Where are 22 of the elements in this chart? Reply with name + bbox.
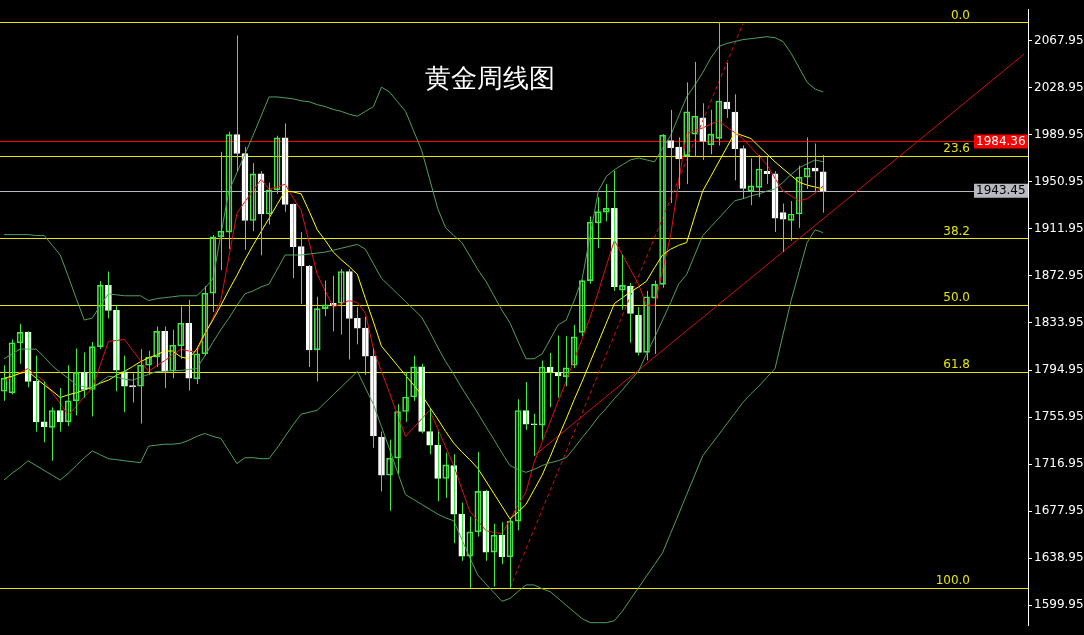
- ref-line-label: 1984.36: [976, 133, 1026, 148]
- y-tick-label: 1677.95: [1034, 503, 1084, 518]
- y-tick-label: 1872.95: [1034, 268, 1084, 283]
- y-tick-label: 1599.95: [1034, 597, 1084, 612]
- y-tick-label: 2067.95: [1034, 32, 1084, 47]
- annotation: 100.0: [935, 572, 970, 587]
- ref-line-label: 1943.45: [976, 182, 1026, 197]
- y-tick-label: 1794.95: [1034, 362, 1084, 377]
- y-tick-label: 1989.95: [1034, 126, 1084, 141]
- annotation: 0.0: [950, 7, 970, 22]
- annotation: 50.0: [943, 290, 970, 305]
- y-tick-label: 1755.95: [1034, 409, 1084, 424]
- y-tick-label: 2028.95: [1034, 79, 1084, 94]
- text: 黄金周线图: [425, 62, 555, 93]
- y-tick-label: 1911.95: [1034, 221, 1084, 235]
- annotation: 23.6: [943, 141, 970, 156]
- y-tick-label: 1716.95: [1034, 456, 1084, 471]
- y-tick-label: 1638.95: [1034, 550, 1084, 565]
- annotation: 61.8: [943, 356, 970, 371]
- y-tick-label: 1833.95: [1034, 315, 1084, 330]
- y-tick-label: 1950.95: [1034, 173, 1084, 188]
- annotation: 38.2: [943, 223, 970, 238]
